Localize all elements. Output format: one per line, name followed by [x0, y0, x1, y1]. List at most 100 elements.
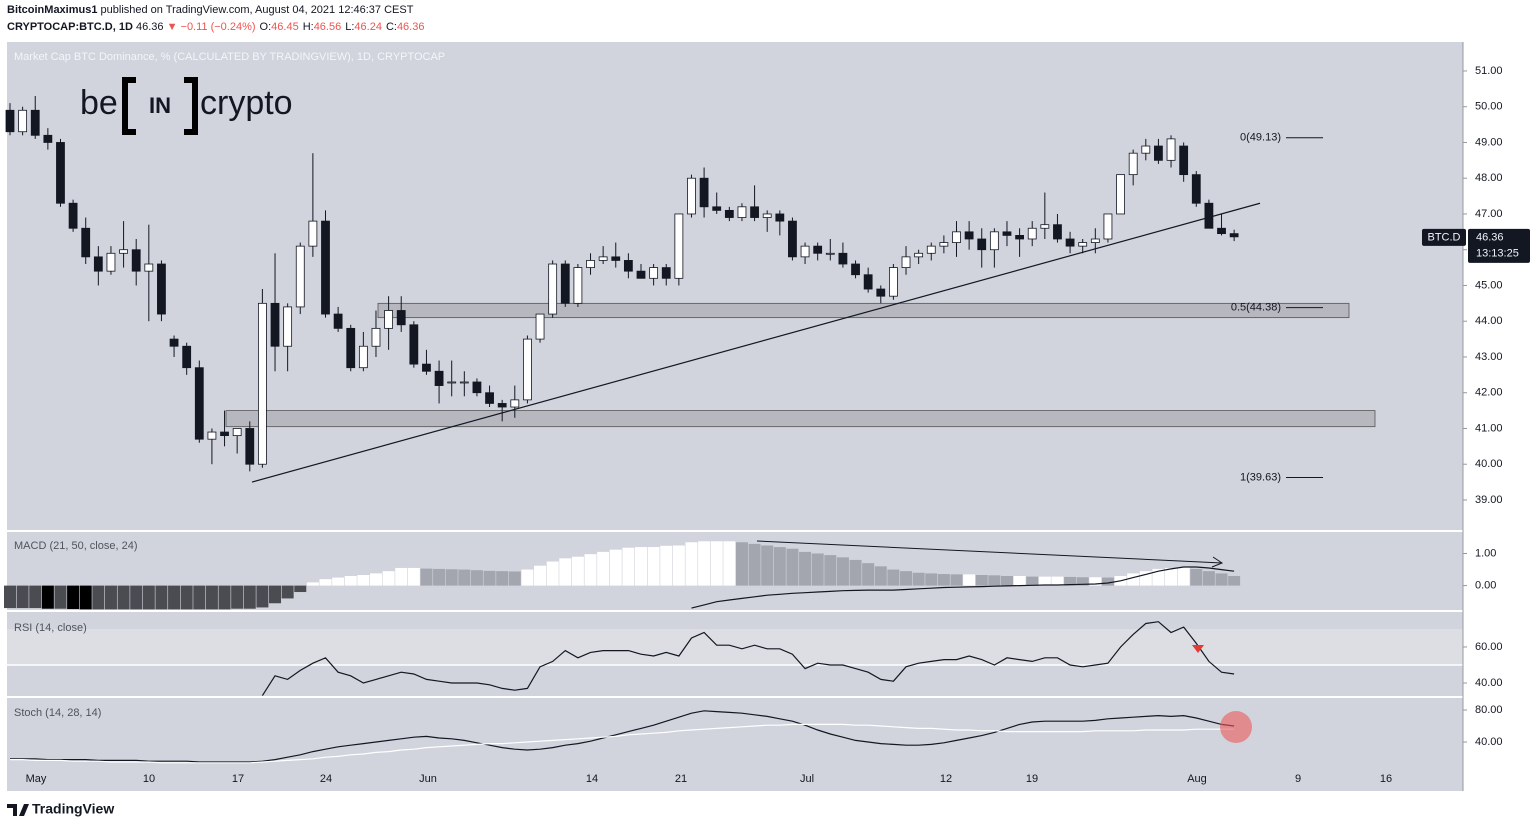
histogram-bar	[1076, 577, 1089, 586]
histogram-bar	[470, 570, 483, 586]
histogram-bar	[218, 585, 231, 610]
y-tick-label: 47.00	[1475, 208, 1503, 220]
histogram-bar	[104, 585, 117, 610]
histogram-bar	[710, 541, 723, 586]
x-tick-label: 12	[940, 773, 952, 785]
candle-body	[68, 202, 78, 229]
candle-body	[447, 381, 457, 384]
histogram-bar	[445, 569, 458, 586]
histogram-bar	[622, 547, 635, 586]
candle-body	[119, 249, 128, 254]
candle-body	[1229, 233, 1239, 238]
candle-body	[863, 274, 873, 290]
candle-body	[699, 177, 709, 208]
candle-body	[1078, 242, 1088, 247]
candle-body	[295, 245, 305, 308]
histogram-bar	[1190, 568, 1203, 586]
ohlc-key: H:	[303, 21, 314, 33]
candle-body	[459, 381, 469, 384]
candle-body	[623, 260, 633, 272]
x-tick-label: 16	[1380, 773, 1392, 785]
histogram-bar	[243, 585, 256, 609]
logo-right: crypto	[200, 84, 293, 122]
x-tick-label: 9	[1295, 773, 1301, 785]
histogram-bar	[799, 551, 812, 586]
candle-body	[131, 249, 141, 272]
candle-body	[283, 306, 293, 347]
candle-body	[1103, 213, 1113, 240]
ohlc-value: 46.45	[271, 21, 299, 33]
candle-body	[788, 220, 797, 258]
candle-body	[93, 256, 103, 272]
candle-body	[245, 428, 255, 465]
candle-body	[207, 431, 217, 440]
histogram-bar	[988, 575, 1001, 586]
candle-body	[1204, 202, 1214, 229]
candle-body	[762, 213, 772, 218]
histogram-bar	[1051, 576, 1064, 586]
y-tick-label: 49.00	[1475, 136, 1503, 148]
candle-body	[535, 313, 545, 340]
histogram-bar	[4, 585, 16, 609]
y-tick-label: 1.00	[1475, 547, 1496, 559]
candle-body	[333, 313, 343, 329]
candle-body	[712, 206, 722, 211]
candle-body	[964, 231, 974, 240]
x-tick-label: 24	[320, 773, 332, 785]
x-tick-label: Jul	[800, 773, 814, 785]
x-tick-label: Jun	[419, 773, 437, 785]
candle-body	[1154, 145, 1163, 161]
zone	[225, 410, 1376, 428]
ohlc-key: O:	[260, 21, 272, 33]
histogram-bar	[698, 541, 711, 586]
histogram-bar	[849, 559, 862, 586]
y-tick-label: 43.00	[1475, 351, 1503, 363]
histogram-bar	[963, 574, 976, 586]
stoch-pane	[7, 698, 1463, 765]
histogram-bar	[231, 585, 244, 609]
histogram-bar	[1228, 575, 1241, 586]
histogram-bar	[761, 545, 774, 586]
candle-body	[1128, 152, 1138, 176]
histogram-bar	[786, 548, 799, 586]
histogram-bar	[117, 585, 130, 610]
stoch-marker	[1220, 711, 1252, 743]
histogram-bar	[67, 585, 80, 610]
histogram-bar	[584, 554, 597, 586]
candle-body	[548, 263, 558, 315]
histogram-bar	[735, 542, 748, 586]
y-tick-label: 44.00	[1475, 315, 1503, 327]
rsi-marker	[1192, 645, 1204, 653]
histogram-bar	[1215, 573, 1228, 586]
candle-body	[497, 403, 507, 408]
histogram-bar	[483, 570, 496, 586]
histogram-bar	[874, 566, 887, 586]
candle-body	[724, 209, 734, 218]
candle-body	[1027, 227, 1037, 240]
histogram-bar	[647, 547, 660, 586]
ohlc-key: L:	[345, 21, 354, 33]
candle-body	[560, 263, 570, 304]
x-tick-label: 14	[586, 773, 598, 785]
candle-body	[661, 267, 671, 279]
logo-brackets	[122, 77, 198, 135]
candle-body	[144, 263, 154, 272]
histogram-bar	[1064, 576, 1077, 586]
candle-body	[157, 263, 166, 315]
x-tick-label: 19	[1026, 773, 1038, 785]
histogram-bar	[193, 585, 206, 610]
histogram-bar	[294, 585, 307, 593]
y-tick-label: 40.00	[1475, 736, 1503, 748]
y-tick-label: 42.00	[1475, 387, 1503, 399]
candle-body	[358, 345, 368, 369]
x-tick-label: 10	[143, 773, 155, 785]
indicator-line	[10, 723, 1235, 764]
symbol-line: CRYPTOCAP:BTC.D, 1D 46.36 ▼ −0.11 (−0.24…	[7, 21, 424, 33]
x-tick-label: Aug	[1187, 773, 1207, 785]
x-tick-label: May	[26, 773, 47, 785]
histogram-bar	[54, 585, 67, 609]
y-tick-label: 39.00	[1475, 494, 1503, 506]
histogram-bar	[407, 567, 420, 586]
histogram-bar	[1152, 568, 1165, 586]
histogram-bar	[672, 545, 685, 586]
